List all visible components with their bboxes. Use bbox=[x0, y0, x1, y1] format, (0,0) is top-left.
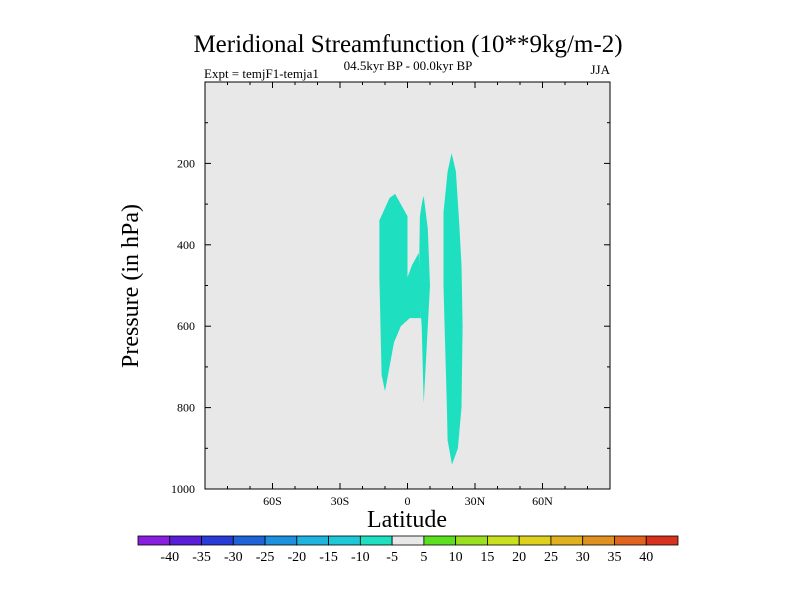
x-axis-title: Latitude bbox=[367, 507, 447, 533]
colorbar-label: -25 bbox=[256, 550, 275, 565]
colorbar-label: 25 bbox=[544, 550, 558, 565]
colorbar-swatch bbox=[423, 535, 457, 546]
region-cell-west bbox=[379, 193, 421, 392]
y-tick-label: 200 bbox=[177, 156, 195, 170]
colorbar-swatch bbox=[264, 535, 298, 546]
colorbar-swatch bbox=[487, 535, 520, 546]
colorbar-swatch bbox=[296, 535, 329, 546]
x-tick-label: 30S bbox=[331, 494, 350, 508]
colorbar-label: 35 bbox=[607, 550, 621, 565]
colorbar-label: -10 bbox=[351, 550, 370, 565]
colorbar-swatch bbox=[201, 535, 234, 546]
y-tick-label: 400 bbox=[177, 238, 195, 252]
x-tick-label: 30N bbox=[465, 494, 486, 508]
subtitle-label: 04.5kyr BP - 00.0kyr BP bbox=[344, 58, 473, 73]
y-axis-title: Pressure (in hPa) bbox=[118, 204, 144, 368]
colorbar-label: -35 bbox=[192, 550, 211, 565]
region-cell-east bbox=[443, 153, 463, 465]
colorbar-swatch bbox=[455, 535, 488, 546]
colorbar-swatch bbox=[614, 535, 647, 546]
y-tick-label: 800 bbox=[177, 401, 195, 415]
colorbar-swatch bbox=[645, 535, 679, 546]
colorbar-label: -15 bbox=[319, 550, 338, 565]
region-cell-mid bbox=[418, 196, 430, 404]
x-tick-label: 60S bbox=[263, 494, 282, 508]
x-tick-label: 0 bbox=[405, 494, 411, 508]
y-axis-ticks: 200 400 600 800 1000 bbox=[171, 122, 610, 496]
chart-title: Meridional Streamfunction (10**9kg/m-2) bbox=[193, 31, 622, 58]
colorbar-label: -40 bbox=[160, 550, 179, 565]
colorbar-swatch bbox=[550, 535, 584, 546]
y-tick-label: 1000 bbox=[171, 482, 195, 496]
season-label: JJA bbox=[590, 62, 610, 77]
colorbar-swatch bbox=[391, 535, 425, 546]
colorbar-label: 10 bbox=[449, 550, 463, 565]
colorbar: -40 -35 -30 -25 -20 -15 -10 -5 5 10 15 20 25 30 35 40 bbox=[137, 535, 679, 565]
colorbar-label: -20 bbox=[287, 550, 306, 565]
colorbar-label: 20 bbox=[512, 550, 526, 565]
colorbar-label: -5 bbox=[386, 550, 398, 565]
y-tick-label: 600 bbox=[177, 319, 195, 333]
x-axis-ticks: 60S 30S 0 30N 60N bbox=[204, 82, 611, 508]
colorbar-swatch bbox=[137, 535, 171, 546]
colorbar-label: 15 bbox=[480, 550, 494, 565]
contour-regions bbox=[379, 153, 463, 465]
colorbar-swatch bbox=[582, 535, 615, 546]
colorbar-swatch bbox=[169, 535, 202, 546]
colorbar-swatch bbox=[232, 535, 266, 546]
colorbar-label: -30 bbox=[224, 550, 243, 565]
colorbar-swatch bbox=[359, 535, 393, 546]
colorbar-swatch bbox=[518, 535, 552, 546]
colorbar-label: 40 bbox=[639, 550, 653, 565]
colorbar-swatch bbox=[328, 535, 361, 546]
colorbar-label: 30 bbox=[576, 550, 590, 565]
x-tick-label: 60N bbox=[532, 494, 553, 508]
experiment-label: Expt = temjF1-temja1 bbox=[204, 66, 319, 81]
colorbar-label: 5 bbox=[420, 550, 427, 565]
